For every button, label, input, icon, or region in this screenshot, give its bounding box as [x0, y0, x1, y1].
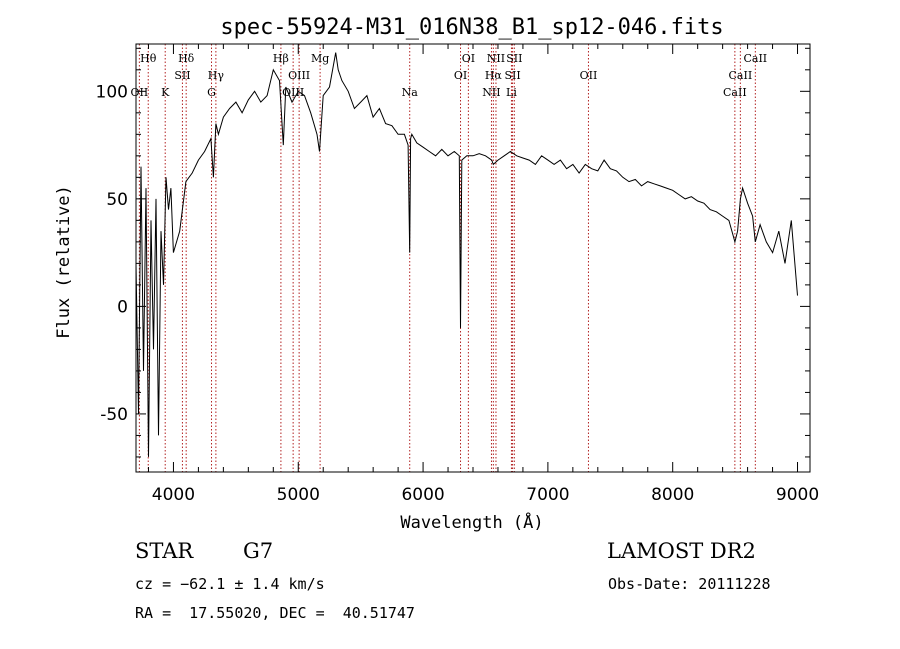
line-marker-label: OI	[462, 52, 475, 65]
x-tick-label: 7000	[526, 485, 569, 505]
line-marker-label: OIII	[288, 69, 310, 82]
redshift-velocity: cz = −62.1 ± 1.4 km/s	[135, 575, 325, 593]
line-marker-label: Li	[506, 86, 517, 99]
line-marker-label: Hδ	[178, 52, 195, 65]
chart-title: spec-55924-M31_016N38_B1_sp12-046.fits	[220, 15, 723, 40]
line-marker-label: OII	[131, 86, 149, 99]
line-marker-label: OII	[580, 69, 598, 82]
x-tick-label: 4000	[152, 485, 195, 505]
object-subclass: G7	[243, 539, 274, 563]
y-tick-label: 50	[106, 190, 128, 210]
line-marker-label: OIII	[282, 86, 304, 99]
line-marker-label: Hθ	[140, 52, 157, 65]
line-marker-label: CaII	[723, 86, 747, 99]
x-axis-label: Wavelength (Å)	[400, 511, 543, 533]
x-tick-label: 5000	[277, 485, 320, 505]
y-tick-label: -50	[100, 405, 128, 425]
line-marker-label: SII	[504, 69, 520, 82]
line-marker-label: NII	[482, 86, 500, 99]
plot-frame	[135, 43, 811, 473]
y-tick-label: 100	[96, 82, 128, 102]
x-axis-ticks: 4000 5000 6000 7000 8000 9000	[147, 44, 819, 505]
x-tick-label: 6000	[401, 485, 444, 505]
line-marker-label: CaII	[743, 52, 767, 65]
coordinates: RA = 17.55020, DEC = 40.51747	[135, 604, 415, 622]
line-marker-label: OI	[454, 69, 467, 82]
line-marker-label: NII	[487, 52, 505, 65]
object-class: STAR	[135, 539, 194, 563]
line-marker-label: K	[161, 86, 170, 99]
line-marker-label: Mg	[311, 52, 329, 65]
spectrum-line	[135, 52, 798, 457]
line-marker-label: SII	[174, 69, 190, 82]
y-axis-label: Flux (relative)	[54, 185, 74, 339]
spectral-line-markers	[138, 44, 756, 472]
y-axis-ticks: -50 0 50 100	[96, 47, 810, 458]
survey-name: LAMOST DR2	[607, 539, 756, 563]
line-marker-label: Na	[402, 86, 419, 99]
line-marker-label: CaII	[729, 69, 753, 82]
line-marker-label: Hα	[485, 69, 503, 82]
line-marker-label: SII	[506, 52, 522, 65]
line-marker-label: G	[207, 86, 216, 99]
y-tick-label: 0	[117, 297, 128, 317]
line-marker-label: Hγ	[208, 69, 225, 82]
x-tick-label: 8000	[651, 485, 694, 505]
x-tick-label: 9000	[776, 485, 819, 505]
line-marker-label: Hβ	[273, 52, 289, 65]
observation-date: Obs-Date: 20111228	[608, 575, 771, 593]
